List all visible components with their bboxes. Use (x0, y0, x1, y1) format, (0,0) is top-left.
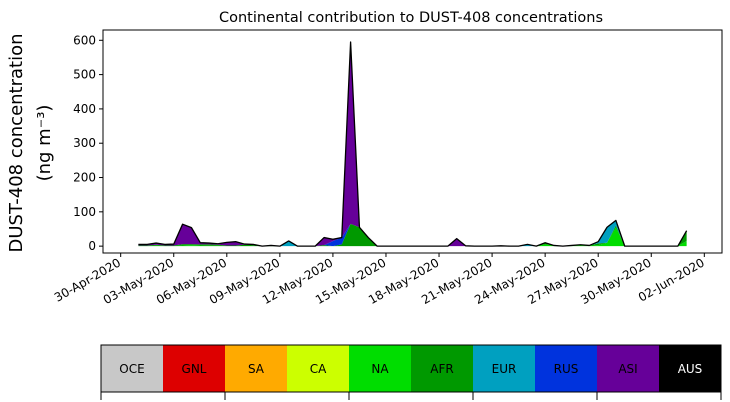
colorbar-label-afr: AFR (430, 362, 453, 376)
colorbar-label-rus: RUS (554, 362, 579, 376)
colorbar-label-ca: CA (310, 362, 327, 376)
plot-area (102, 29, 723, 254)
y-tick-label: 400 (73, 102, 96, 116)
colorbar-frame (100, 344, 722, 393)
colorbar-cell-asi (597, 345, 659, 392)
y-axis-label-line1: DUST-408 concentration (6, 33, 27, 252)
chart-title: Continental contribution to DUST-408 con… (219, 10, 603, 26)
total-outline (138, 41, 688, 247)
y-tick-label: 300 (73, 136, 96, 150)
y-axis-label: DUST-408 concentration (ng m⁻³) (6, 33, 55, 252)
colorbar-label-oce: OCE (119, 362, 144, 376)
colorbar-cell-ca (287, 345, 349, 392)
colorbar-cell-rus (535, 345, 597, 392)
y-tick-label: 200 (73, 171, 96, 185)
colorbar-cell-na (349, 345, 411, 392)
colorbar-label-asi: ASI (618, 362, 637, 376)
colorbar-label-aus: AUS (678, 362, 703, 376)
colorbar-cell-aus (659, 345, 721, 392)
y-tick-label: 100 (73, 205, 96, 219)
y-tick-label: 0 (88, 239, 96, 253)
area-asi (138, 43, 687, 247)
colorbar-cell-oce (101, 345, 163, 392)
plot-frame (102, 29, 723, 254)
colorbar-cell-sa (225, 345, 287, 392)
area-eur (138, 220, 687, 247)
colorbar-label-na: NA (371, 362, 389, 376)
y-axis-label-line2: (ng m⁻³) (34, 105, 55, 182)
y-tick-label: 500 (73, 68, 96, 82)
y-tick-label: 600 (73, 33, 96, 47)
colorbar-cell-afr (411, 345, 473, 392)
colorbar-cell-eur (473, 345, 535, 392)
colorbar-cell-gnl (163, 345, 225, 392)
colorbar-label-eur: EUR (492, 362, 517, 376)
y-axis: 0 100 200 300 400 500 600 (73, 33, 103, 253)
region-colorbar: OCE GNL SA CA NA AFR EUR RUS ASI AUS (100, 344, 722, 400)
colorbar-label-gnl: GNL (182, 362, 207, 376)
x-axis: 30-Apr-202003-May-202006-May-202009-May-… (52, 253, 707, 307)
colorbar-label-sa: SA (248, 362, 265, 376)
